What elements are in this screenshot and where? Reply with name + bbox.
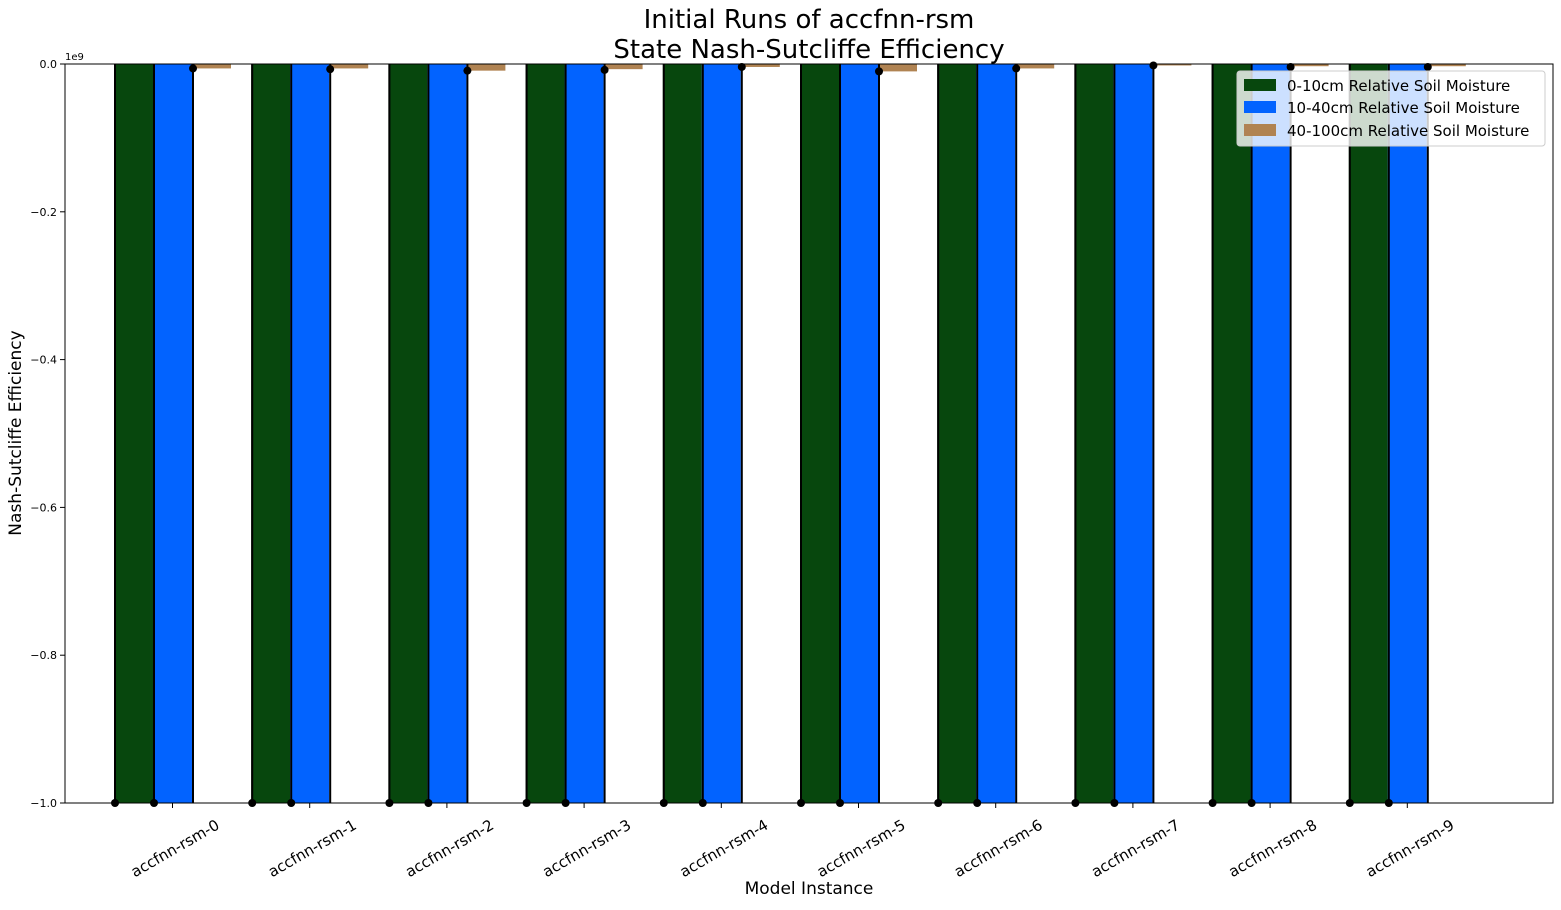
x-tick-label-7: accfnn-rsm-7: [1088, 816, 1183, 881]
mean-point-series-2-6: [1012, 64, 1021, 73]
x-axis-label: Model Instance: [745, 879, 874, 899]
bar-series-1-2: [427, 64, 467, 803]
legend-swatch-40-100cm: [1244, 124, 1276, 136]
bar-series-0-7: [1074, 64, 1114, 803]
x-tick-label-3: accfnn-rsm-3: [539, 816, 634, 881]
bar-series-2-3: [603, 64, 643, 70]
y-tick-label-3: −0.6: [30, 501, 57, 514]
x-tick-label-1: accfnn-rsm-1: [265, 816, 360, 881]
bar-series-1-5: [839, 64, 878, 803]
bar-series-1-3: [564, 64, 604, 803]
bar-series-1-7: [1113, 64, 1153, 803]
bar-series-2-2: [466, 64, 506, 71]
legend-label-40-100cm: 40-100cm Relative Soil Moisture: [1287, 122, 1529, 140]
legend-swatch-10-40cm: [1244, 101, 1276, 113]
x-tick-label-8: accfnn-rsm-8: [1225, 816, 1320, 881]
bar-series-0-0: [114, 64, 153, 803]
y-offset-label: 1e9: [65, 52, 84, 63]
mean-point-series-2-1: [326, 65, 335, 74]
x-tick-label-6: accfnn-rsm-6: [951, 816, 1046, 881]
y-axis-label: Nash-Sutcliffe Efficiency: [6, 330, 26, 535]
bar-series-0-3: [525, 64, 565, 803]
mean-point-series-2-7: [1149, 61, 1158, 70]
legend-label-10-40cm: 10-40cm Relative Soil Moisture: [1287, 99, 1520, 117]
y-tick-label-4: −0.8: [30, 649, 57, 662]
bar-series-1-0: [153, 64, 192, 803]
plot-frame: [64, 63, 1554, 804]
mean-point-series-2-9: [1423, 62, 1432, 71]
chart-title-line-2: State Nash-Sutcliffe Efficiency: [613, 35, 1004, 65]
chart-title-line-1: Initial Runs of accfnn-rsm: [644, 5, 975, 35]
x-tick-label-5: accfnn-rsm-5: [814, 816, 909, 881]
bar-series-0-2: [388, 64, 428, 803]
x-tick-label-0: accfnn-rsm-0: [128, 816, 223, 881]
bar-series-2-8: [1289, 64, 1329, 67]
mean-point-series-2-0: [189, 64, 197, 73]
bar-series-0-5: [800, 64, 839, 803]
x-tick-label-4: accfnn-rsm-4: [677, 816, 772, 881]
bar-series-2-6: [1015, 64, 1055, 69]
mean-point-series-2-3: [600, 65, 609, 74]
x-tick-label-9: accfnn-rsm-9: [1363, 816, 1458, 881]
bar-series-2-4: [740, 64, 780, 67]
bar-series-1-4: [701, 64, 741, 803]
mean-point-series-2-8: [1286, 62, 1295, 71]
bar-series-2-5: [878, 64, 917, 72]
y-tick-label-5: −1.0: [30, 797, 57, 810]
y-tick-label-1: −0.2: [30, 206, 57, 219]
bar-series-2-1: [329, 64, 369, 69]
bar-series-0-9: [1348, 64, 1388, 803]
bar-series-1-1: [290, 64, 330, 803]
bar-series-1-6: [976, 64, 1016, 803]
plot-area: [111, 61, 1466, 807]
bar-series-1-8: [1250, 64, 1290, 803]
y-tick-label-0: 0.0: [40, 58, 58, 71]
bar-series-0-6: [937, 64, 977, 803]
legend-label-0-10cm: 0-10cm Relative Soil Moisture: [1287, 77, 1510, 95]
bar-series-2-0: [192, 64, 231, 69]
legend-frame: [1236, 70, 1546, 147]
bar-series-2-7: [1152, 64, 1192, 66]
x-tick-label-2: accfnn-rsm-2: [402, 816, 497, 881]
y-tick-label-2: −0.4: [30, 354, 57, 367]
mean-point-series-2-2: [463, 66, 472, 75]
legend-swatch-0-10cm: [1244, 79, 1276, 91]
bar-series-2-9: [1426, 64, 1466, 67]
bar-series-0-8: [1211, 64, 1251, 803]
bar-series-1-9: [1387, 64, 1427, 803]
mean-point-series-2-4: [737, 62, 746, 71]
mean-point-series-2-5: [875, 67, 883, 76]
bar-series-0-1: [251, 64, 291, 803]
bar-series-0-4: [662, 64, 702, 803]
legend: 0-10cm Relative Soil Moisture 10-40cm Re…: [1236, 70, 1546, 147]
